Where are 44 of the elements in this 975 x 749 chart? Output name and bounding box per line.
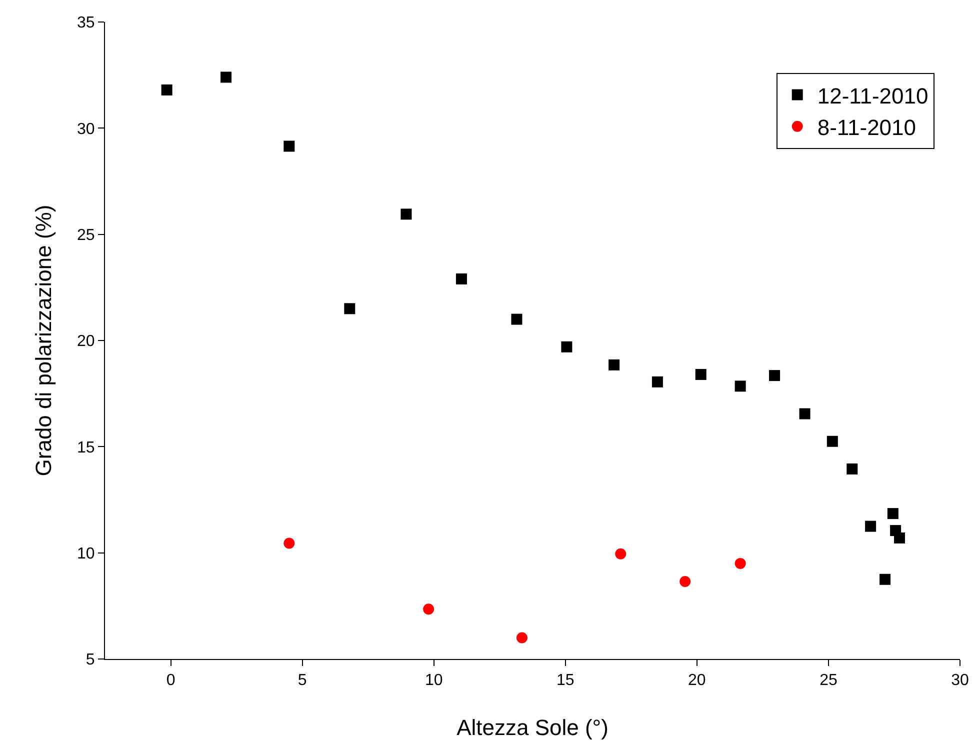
point	[516, 632, 528, 644]
x-tick-label: 5	[298, 672, 307, 690]
y-tick-label: 20	[77, 333, 95, 350]
point	[887, 508, 898, 520]
point	[894, 532, 905, 544]
point	[615, 548, 626, 560]
point	[284, 538, 295, 549]
legend-label: 8-11-2010	[817, 114, 916, 140]
legend-label: 12-11-2010	[817, 83, 928, 108]
point	[220, 72, 232, 83]
x-tick-label: 10	[424, 672, 443, 690]
point	[826, 436, 838, 447]
point	[769, 370, 780, 382]
y-tick-label: 15	[77, 439, 95, 456]
point	[423, 604, 434, 615]
point	[799, 408, 810, 420]
y-tick-label: 10	[77, 545, 95, 562]
point	[284, 140, 295, 152]
x-tick-label: 25	[820, 672, 838, 690]
y-tick-label: 5	[86, 652, 95, 669]
point	[846, 463, 858, 474]
point	[652, 376, 663, 388]
y-tick-label: 30	[77, 120, 95, 138]
point	[344, 303, 356, 314]
x-tick-label: 30	[951, 672, 969, 690]
point	[456, 273, 467, 284]
point	[865, 520, 876, 532]
point	[734, 380, 746, 392]
y-axis-title: Grado di polarizzazione (%)	[31, 204, 56, 476]
y-tick-label: 25	[77, 226, 95, 244]
y-tick-label: 35	[77, 14, 95, 32]
point	[880, 574, 891, 585]
x-tick-label: 0	[166, 672, 176, 690]
point	[161, 84, 172, 96]
x-tick-label: 20	[688, 672, 706, 690]
x-tick-label: 15	[556, 672, 574, 690]
point	[734, 558, 746, 569]
point	[608, 359, 620, 370]
point	[680, 576, 691, 587]
x-axis-title: Altezza Sole (°)	[456, 715, 608, 740]
point	[695, 368, 706, 380]
point	[561, 341, 572, 352]
point	[511, 314, 522, 325]
point	[400, 208, 412, 220]
